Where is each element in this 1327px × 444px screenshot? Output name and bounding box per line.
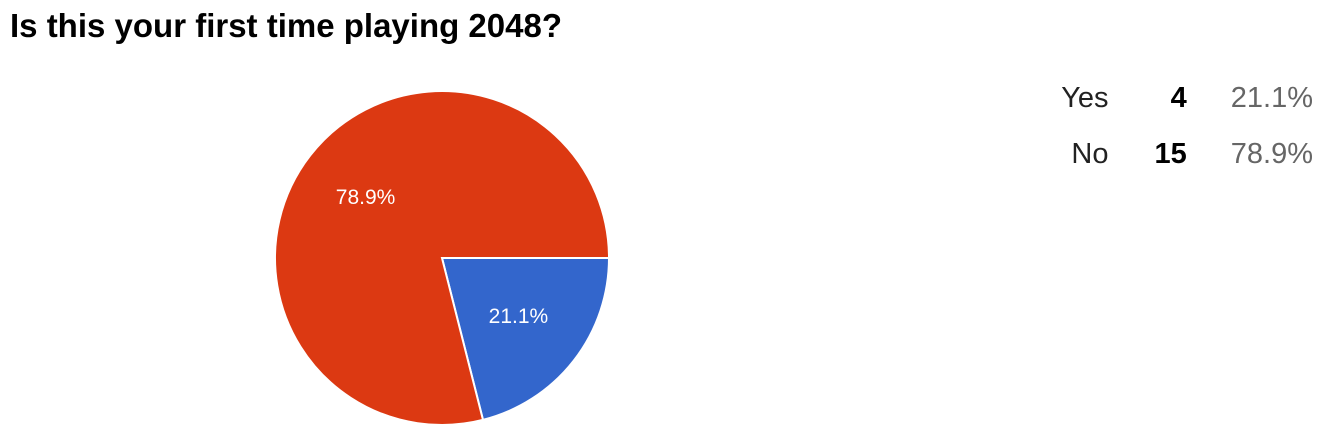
summary-label: Yes xyxy=(1061,82,1109,114)
chart-title: Is this your first time playing 2048? xyxy=(10,7,562,44)
summary-percent: 78.9% xyxy=(1230,138,1313,170)
pie-slice-label-yes: 21.1% xyxy=(489,305,549,328)
summary-count: 15 xyxy=(1154,138,1187,170)
pie-slice-label-no: 78.9% xyxy=(336,186,396,209)
pie-slice-yes xyxy=(440,257,611,422)
summary-label: No xyxy=(1071,138,1109,170)
summary-table: Yes 4 21.1% No 15 78.9% xyxy=(1061,70,1313,182)
summary-percent: 21.1% xyxy=(1230,82,1313,114)
summary-count: 4 xyxy=(1170,82,1187,114)
summary-row-yes: Yes 4 21.1% xyxy=(1061,70,1313,126)
pie-slice-no xyxy=(274,90,611,426)
summary-row-no: No 15 78.9% xyxy=(1061,126,1313,182)
